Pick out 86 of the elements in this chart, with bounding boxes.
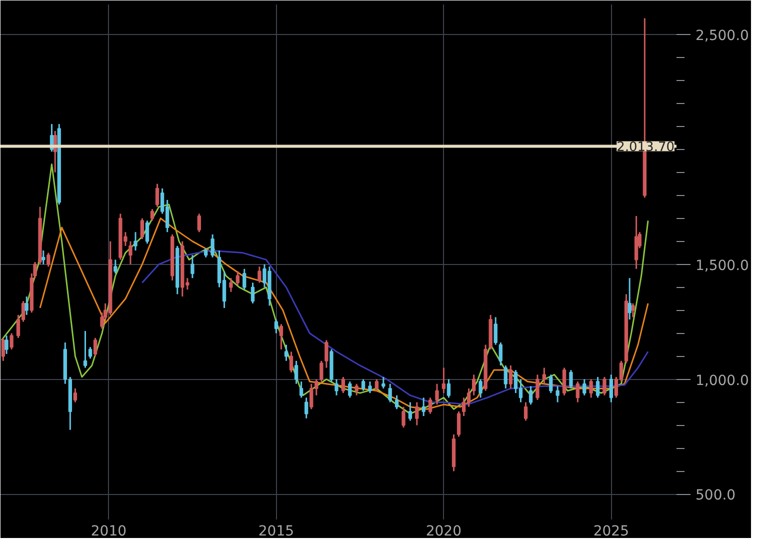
- candlestick: [348, 380, 352, 398]
- candlestick: [341, 376, 346, 394]
- candlestick: [242, 268, 246, 290]
- candlestick: [504, 364, 508, 390]
- candlestick: [361, 378, 366, 392]
- y-tick-label: 500.0: [696, 488, 736, 504]
- candlestick: [284, 344, 288, 362]
- y-tick-label: 2,500.0: [696, 28, 749, 44]
- candlestick: [494, 316, 498, 346]
- candlestick: [368, 380, 372, 394]
- candlestick: [279, 323, 284, 350]
- candlestick: [155, 183, 160, 208]
- candlestick: [128, 240, 132, 266]
- candlestick: [536, 374, 540, 401]
- candlestick: [478, 378, 482, 398]
- candlestick: [150, 208, 154, 222]
- candlestick: [274, 318, 278, 334]
- candlestick: [524, 401, 528, 422]
- candlestick: [528, 385, 533, 406]
- candlestick: [4, 334, 8, 355]
- candlestick: [197, 212, 201, 233]
- candlestick: [190, 254, 194, 279]
- x-tick-label: 2010: [90, 524, 127, 540]
- candlestick: [549, 374, 553, 394]
- candlestick: [334, 378, 338, 396]
- x-tick-label: 2020: [426, 524, 462, 540]
- candlestick: [422, 396, 426, 417]
- candlestick: [320, 360, 324, 382]
- y-tick-label: 1,500.0: [696, 258, 749, 274]
- candlestick: [589, 378, 593, 398]
- x-tick-label: 2015: [258, 524, 294, 540]
- candlestick: [10, 332, 14, 350]
- candlestick: [634, 215, 638, 270]
- candlestick: [289, 350, 294, 374]
- candlestick: [354, 383, 358, 396]
- candlestick: [602, 376, 606, 396]
- candlestick: [388, 383, 392, 403]
- candlestick: [46, 252, 50, 268]
- y-tick-label: 1,000.0: [696, 372, 749, 389]
- candlestick: [114, 258, 118, 274]
- candlestick: [435, 383, 439, 406]
- candlestick: [576, 380, 580, 403]
- candlestick: [93, 337, 98, 358]
- candlestick: [542, 367, 546, 385]
- x-tick-label: 2025: [593, 524, 630, 540]
- candlestick: [582, 378, 586, 396]
- candlestick: [294, 360, 298, 385]
- candlestick: [628, 277, 632, 320]
- candlestick: [609, 374, 614, 403]
- candlestick: [83, 330, 88, 369]
- candlestick: [382, 376, 386, 390]
- candlestick: [145, 220, 150, 244]
- candlestick: [229, 277, 233, 293]
- candlestick: [415, 401, 419, 426]
- candlestick: [324, 339, 328, 369]
- candlestick: [402, 406, 406, 428]
- candlestick: [299, 380, 304, 398]
- candlestick: [304, 396, 308, 420]
- candlestick: [1, 337, 6, 362]
- candlestick: [394, 394, 399, 410]
- candlestick: [508, 364, 513, 390]
- line-series: [39, 218, 649, 410]
- candlestick: [42, 250, 46, 266]
- candlestick: [428, 396, 432, 414]
- candlestick: [562, 367, 566, 396]
- candlestick: [631, 302, 635, 318]
- candlestick: [408, 401, 412, 422]
- candlestick: [374, 378, 379, 392]
- candlestick: [24, 296, 28, 316]
- candlestick: [456, 410, 461, 438]
- candlestick: [596, 376, 600, 398]
- candlestick: [204, 247, 208, 258]
- candlestick: [446, 378, 451, 398]
- candlestick: [442, 367, 446, 394]
- candlestick: [258, 266, 262, 284]
- candlestick: [569, 369, 573, 390]
- candlestick: [210, 234, 214, 258]
- candlestick: [236, 270, 240, 286]
- candlestick: [556, 385, 560, 403]
- candlestick: [134, 231, 138, 252]
- candlestick: [140, 218, 144, 240]
- candlestick: [250, 282, 255, 304]
- candlestick: [472, 374, 476, 396]
- candlestick: [88, 346, 92, 360]
- candlestick: [498, 342, 502, 366]
- candlestick: [73, 388, 78, 403]
